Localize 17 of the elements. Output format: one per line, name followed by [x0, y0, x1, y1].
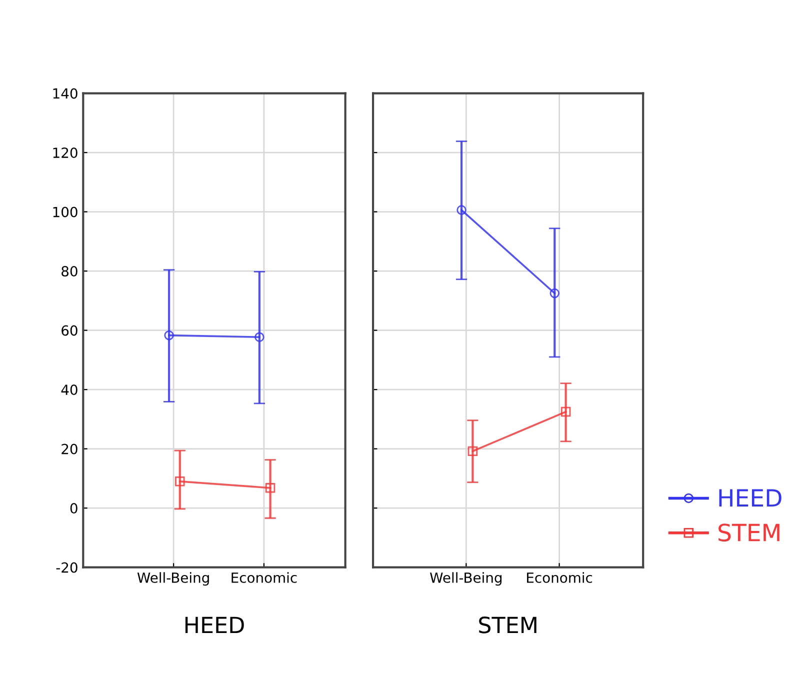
- x-tick-label: Economic: [232, 572, 297, 583]
- y-tick-label: 120: [53, 148, 78, 158]
- y-tick-label: 20: [62, 444, 78, 454]
- y-tick-label: -20: [56, 562, 78, 573]
- y-tick-label: 0: [70, 503, 78, 514]
- y-tick-label: 60: [62, 325, 78, 336]
- y-tick-label: 80: [62, 266, 78, 277]
- x-tick-label: Well-Being: [137, 572, 209, 586]
- x-tick-label: Well-Being: [430, 572, 502, 586]
- x-axis-title: STEM: [479, 616, 536, 634]
- legend-label: STEM: [718, 524, 780, 542]
- x-tick-label: Economic: [527, 572, 592, 583]
- legend-label: HEED: [719, 489, 782, 506]
- y-tick-label: 140: [53, 88, 78, 99]
- y-tick-label: 40: [61, 384, 78, 396]
- x-axis-title: HEED: [185, 616, 244, 634]
- y-tick-label: 100: [53, 206, 78, 218]
